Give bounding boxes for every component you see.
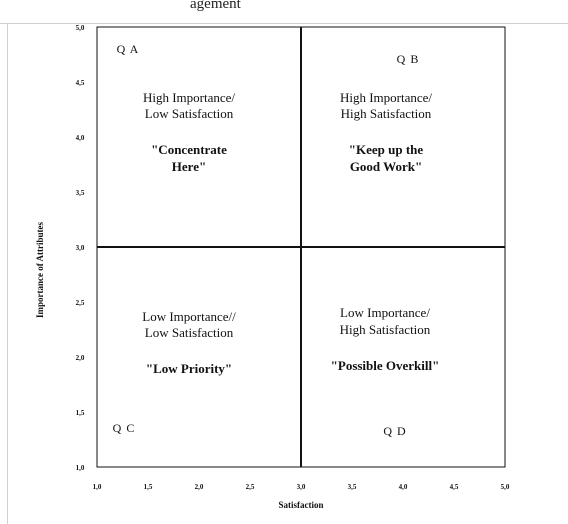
quadrant-b-line1: High Importance/ (340, 90, 432, 105)
quadrant-b-line2: High Satisfaction (341, 106, 432, 121)
quadrant-a-quote2: Here" (172, 159, 206, 174)
quadrant-a-line1: High Importance/ (143, 90, 235, 105)
y-tick-label: 1,0 (76, 464, 85, 472)
quadrant-d-line2: High Satisfaction (340, 322, 431, 337)
y-tick-label: 2,5 (76, 299, 85, 307)
y-tick-label: 4,5 (76, 79, 85, 87)
quadrant-b-quote2: Good Work" (350, 159, 422, 174)
x-tick-labels: 1,0 1,5 2,0 2,5 3,0 3,5 4,0 4,5 5,0 (93, 483, 510, 491)
y-axis-title: Importance of Attributes (35, 222, 45, 318)
quadrant-c-line2: Low Satisfaction (145, 325, 234, 340)
quadrant-b-label: Q B (397, 52, 420, 66)
x-tick-label: 1,5 (144, 483, 153, 491)
y-tick-label: 3,0 (76, 244, 85, 252)
x-tick-label: 2,5 (246, 483, 255, 491)
x-tick-label: 4,0 (399, 483, 408, 491)
top-strip: agement (0, 0, 568, 24)
x-tick-label: 3,5 (348, 483, 357, 491)
x-tick-label: 3,0 (297, 483, 306, 491)
quadrant-c-quote1: "Low Priority" (146, 361, 232, 376)
y-tick-label: 3,5 (76, 189, 85, 197)
x-tick-label: 4,5 (450, 483, 459, 491)
y-tick-label: 2,0 (76, 354, 85, 362)
x-tick-label: 2,0 (195, 483, 204, 491)
quadrant-c-line1: Low Importance// (142, 309, 236, 324)
quadrant-a-line2: Low Satisfaction (145, 106, 234, 121)
y-tick-label: 1,5 (76, 409, 85, 417)
quadrant-texts: Q A High Importance/Low Satisfaction "Conc… (113, 42, 440, 438)
quadrant-a-label: Q A (117, 42, 140, 56)
y-tick-label: 4,0 (76, 134, 85, 142)
header-text: agement (190, 0, 241, 12)
quadrant-c-label: Q C (113, 421, 136, 435)
quadrant-a-quote1: "Concentrate (151, 142, 227, 157)
quadrant-b-quote1: "Keep up the (349, 142, 424, 157)
left-rule (7, 24, 8, 524)
x-axis-title: Satisfaction (279, 500, 324, 510)
x-tick-label: 1,0 (93, 483, 102, 491)
y-tick-labels: 1,0 1,5 2,0 2,5 3,0 3,5 4,0 4,5 5,0 (76, 24, 85, 472)
x-tick-label: 5,0 (501, 483, 510, 491)
quadrant-d-line1: Low Importance/ (340, 305, 430, 320)
quadrant-d-label: Q D (383, 424, 406, 438)
quadrant-d-quote1: "Possible Overkill" (331, 358, 440, 373)
y-tick-label: 5,0 (76, 24, 85, 32)
